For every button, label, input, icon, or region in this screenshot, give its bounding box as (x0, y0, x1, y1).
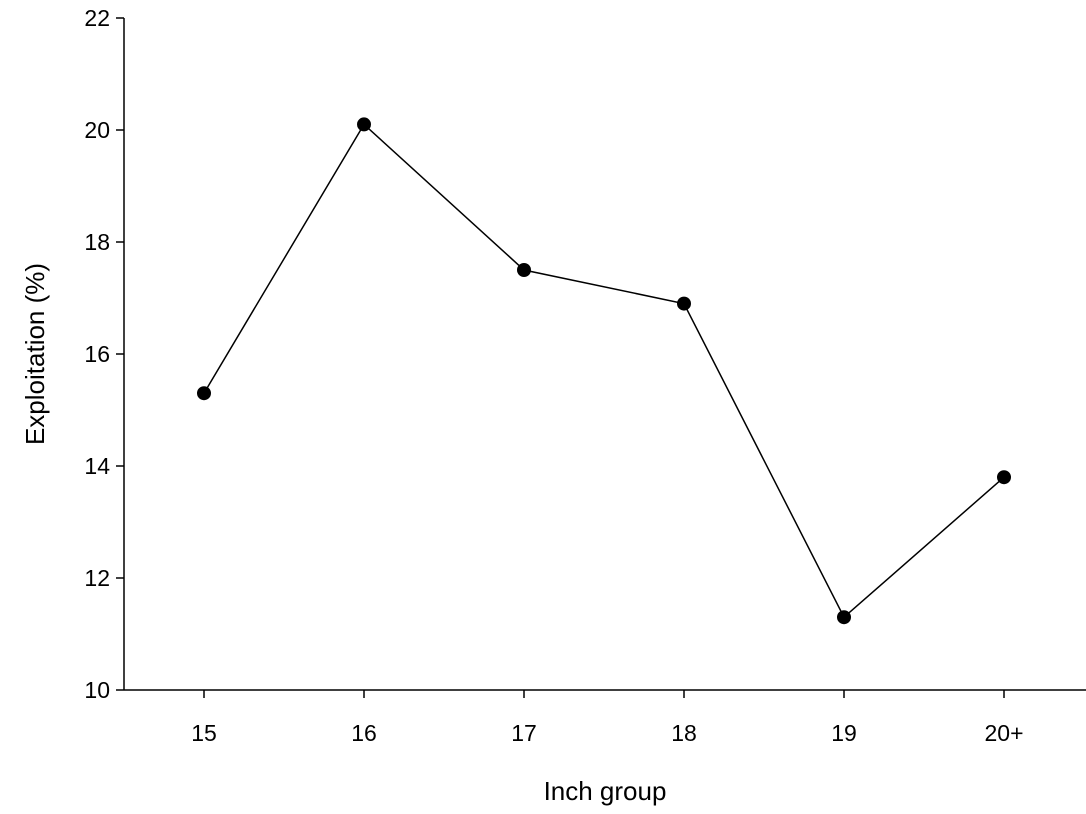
x-tick-label: 16 (351, 720, 377, 746)
x-tick-label: 20+ (984, 720, 1023, 746)
y-tick-label: 16 (84, 341, 110, 367)
y-tick-label: 20 (84, 117, 110, 143)
data-point (197, 386, 211, 400)
x-tick-label: 17 (511, 720, 537, 746)
data-point (517, 263, 531, 277)
y-tick-label: 22 (84, 5, 110, 31)
y-tick-label: 18 (84, 229, 110, 255)
series-line (204, 124, 1004, 617)
x-axis-ticks: 15 16 17 18 19 20+ (191, 690, 1023, 746)
data-point (357, 117, 371, 131)
y-tick-label: 12 (84, 565, 110, 591)
x-tick-label: 19 (831, 720, 857, 746)
x-tick-label: 18 (671, 720, 697, 746)
y-axis-ticks: 10 12 14 16 18 20 22 (84, 5, 124, 703)
data-point (997, 470, 1011, 484)
data-point (677, 297, 691, 311)
data-points (197, 117, 1011, 624)
x-tick-label: 15 (191, 720, 217, 746)
y-tick-label: 10 (84, 677, 110, 703)
x-axis-title: Inch group (544, 776, 667, 806)
y-tick-label: 14 (84, 453, 110, 479)
data-point (837, 610, 851, 624)
y-axis-title: Exploitation (%) (20, 263, 50, 445)
